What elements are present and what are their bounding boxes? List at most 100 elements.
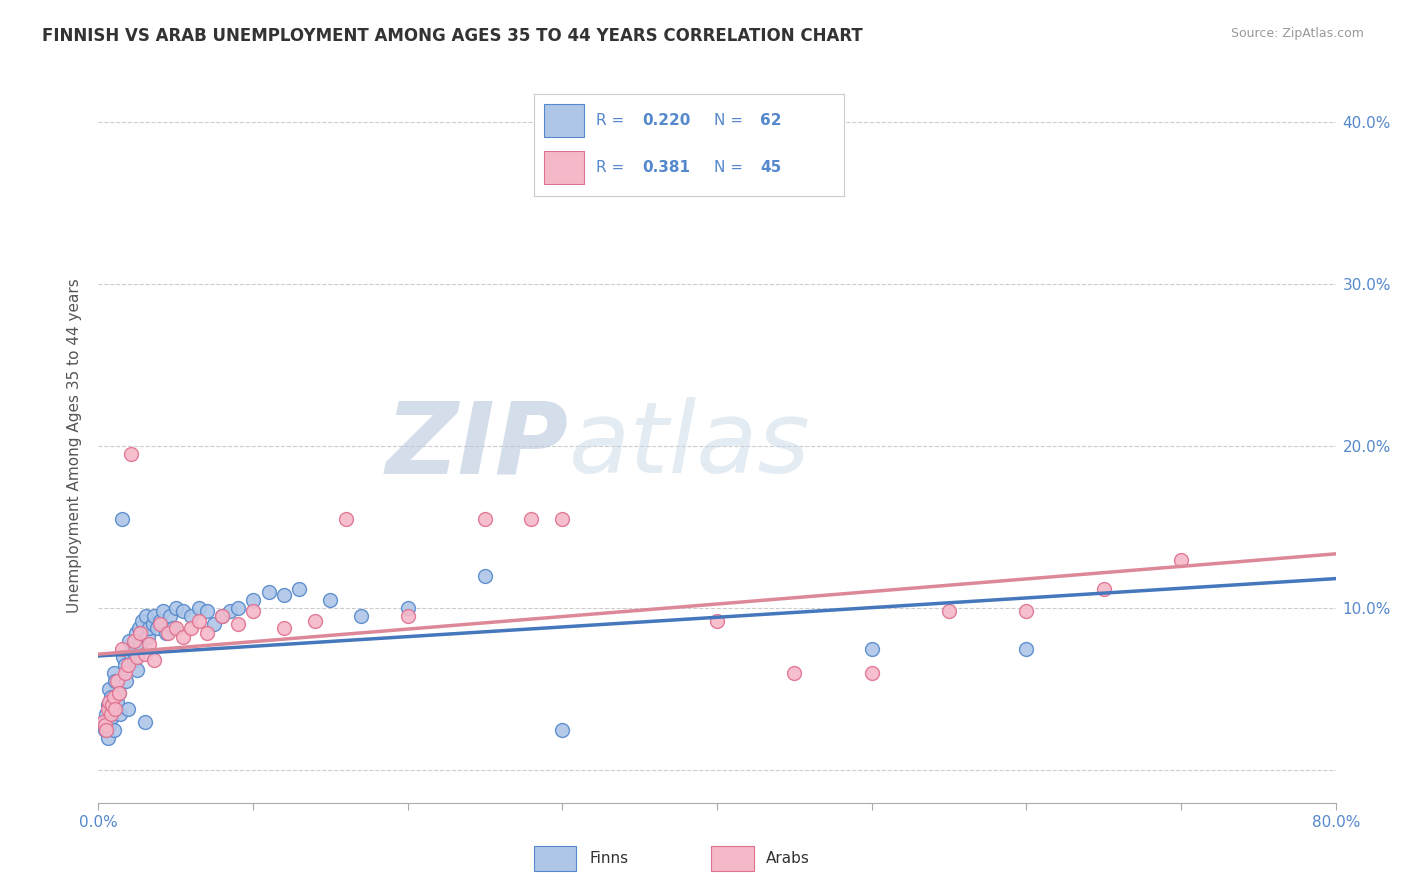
Point xyxy=(288,582,311,596)
Point xyxy=(152,604,174,618)
Point xyxy=(122,653,145,667)
Point xyxy=(226,601,249,615)
Point xyxy=(165,601,187,615)
Point xyxy=(103,723,125,737)
Point xyxy=(107,685,129,699)
Point xyxy=(474,568,496,582)
Point xyxy=(134,714,156,729)
Point xyxy=(706,614,728,628)
Point xyxy=(204,617,226,632)
Point xyxy=(304,614,326,628)
Point xyxy=(101,702,124,716)
Point xyxy=(319,593,342,607)
Text: R =: R = xyxy=(596,112,630,128)
Point xyxy=(396,609,419,624)
Point xyxy=(129,637,152,651)
Point xyxy=(551,723,574,737)
Point xyxy=(96,723,118,737)
Point xyxy=(157,625,180,640)
Bar xyxy=(544,104,583,136)
Point xyxy=(91,714,114,729)
Point xyxy=(100,706,122,721)
Point xyxy=(195,625,218,640)
Point xyxy=(131,614,153,628)
Point xyxy=(97,702,120,716)
Point xyxy=(103,690,125,705)
Point xyxy=(100,711,122,725)
Text: 0.220: 0.220 xyxy=(643,112,690,128)
Text: 0.381: 0.381 xyxy=(643,160,690,175)
Point xyxy=(219,604,242,618)
Point xyxy=(188,601,211,615)
Point xyxy=(100,690,122,705)
Point xyxy=(138,621,160,635)
Point xyxy=(173,631,195,645)
Point xyxy=(257,585,280,599)
Point xyxy=(211,609,233,624)
Point xyxy=(91,714,114,729)
Point xyxy=(104,702,127,716)
Point xyxy=(117,657,139,672)
Point xyxy=(93,718,115,732)
Point xyxy=(98,718,121,732)
Point xyxy=(350,609,373,624)
Point xyxy=(142,617,165,632)
Point xyxy=(124,625,146,640)
Point xyxy=(173,604,195,618)
Point xyxy=(120,447,142,461)
Text: Finns: Finns xyxy=(589,851,628,866)
Point xyxy=(117,702,139,716)
Bar xyxy=(544,151,583,184)
Point xyxy=(112,649,135,664)
Y-axis label: Unemployment Among Ages 35 to 44 years: Unemployment Among Ages 35 to 44 years xyxy=(67,278,83,614)
Point xyxy=(138,637,160,651)
Point xyxy=(242,604,264,618)
Point xyxy=(335,512,357,526)
Point xyxy=(134,647,156,661)
Point xyxy=(860,641,883,656)
Point xyxy=(105,674,128,689)
Text: N =: N = xyxy=(714,112,748,128)
Point xyxy=(474,512,496,526)
Point xyxy=(105,695,128,709)
Point xyxy=(135,609,157,624)
Text: R =: R = xyxy=(596,160,630,175)
Point xyxy=(98,682,121,697)
Point xyxy=(1015,641,1038,656)
Point xyxy=(96,706,118,721)
Text: N =: N = xyxy=(714,160,748,175)
Point xyxy=(128,621,150,635)
Point xyxy=(211,609,233,624)
Point xyxy=(149,614,172,628)
Text: ZIP: ZIP xyxy=(385,398,568,494)
Point xyxy=(860,666,883,681)
Point xyxy=(1170,552,1192,566)
Point xyxy=(188,614,211,628)
Text: 45: 45 xyxy=(761,160,782,175)
Point xyxy=(127,663,149,677)
Bar xyxy=(711,847,754,871)
Point xyxy=(127,649,149,664)
Point xyxy=(162,621,184,635)
Text: Source: ZipAtlas.com: Source: ZipAtlas.com xyxy=(1230,27,1364,40)
Point xyxy=(396,601,419,615)
Text: atlas: atlas xyxy=(568,398,810,494)
Point xyxy=(93,723,115,737)
Point xyxy=(104,674,127,689)
Point xyxy=(143,609,166,624)
Point xyxy=(273,621,295,635)
Point xyxy=(180,621,202,635)
Point xyxy=(97,698,120,713)
Point xyxy=(165,621,187,635)
Point xyxy=(143,653,166,667)
Point xyxy=(120,647,142,661)
Point xyxy=(180,609,202,624)
Point xyxy=(118,633,141,648)
Point xyxy=(273,588,295,602)
Point xyxy=(121,641,143,656)
Text: FINNISH VS ARAB UNEMPLOYMENT AMONG AGES 35 TO 44 YEARS CORRELATION CHART: FINNISH VS ARAB UNEMPLOYMENT AMONG AGES … xyxy=(42,27,863,45)
Point xyxy=(114,666,136,681)
Point xyxy=(149,617,172,632)
Point xyxy=(101,698,124,713)
Point xyxy=(195,604,218,618)
